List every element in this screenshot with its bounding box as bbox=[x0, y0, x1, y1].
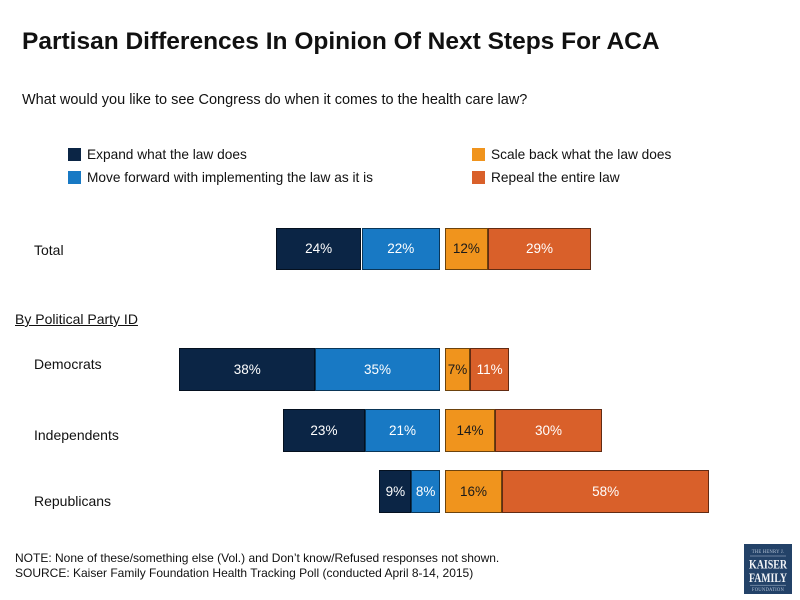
svg-text:FAMILY: FAMILY bbox=[749, 570, 787, 585]
svg-text:THE HENRY J.: THE HENRY J. bbox=[752, 550, 785, 555]
svg-text:FOUNDATION: FOUNDATION bbox=[752, 588, 785, 593]
